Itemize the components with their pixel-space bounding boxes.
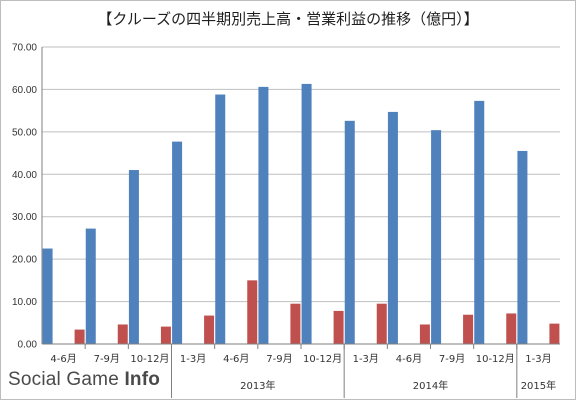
x-category-label: 10-12月 (476, 353, 515, 365)
chart-title: 【クルーズの四半期別売上高・営業利益の推移（億円）】 (97, 10, 479, 28)
red-bar (506, 313, 517, 344)
x-axis-category-labels: 4-6月 7-9月 10-12月 1-3月 4-6月 7-9月 10-12月 1-3月 4-6月… (50, 353, 551, 365)
blue-bar (85, 228, 96, 344)
red-bar (376, 303, 387, 344)
red-bar (160, 326, 171, 344)
blue-bar (474, 100, 485, 345)
y-tick-label: 40.00 (12, 170, 37, 181)
red-bar (549, 323, 560, 344)
red-bar (74, 329, 85, 344)
year-group-label: 2013年 (240, 379, 275, 392)
y-tick-label: 30.00 (12, 212, 37, 223)
red-bar (204, 315, 215, 344)
blue-bar (258, 86, 269, 344)
x-category-label: 10-12月 (303, 353, 342, 365)
blue-bar (517, 150, 528, 344)
x-category-label: 7-9月 (439, 353, 465, 365)
x-category-label: 1-3月 (180, 353, 206, 365)
red-bar (419, 324, 430, 344)
blue-bar (42, 248, 53, 344)
watermark-info: Info (124, 369, 161, 390)
red-bar (333, 310, 344, 344)
y-tick-label: 60.00 (12, 85, 37, 96)
social-game-info-watermark: Social Game Info (8, 369, 160, 391)
y-axis-tick-labels: 0.00 10.00 20.00 30.00 40.00 50.00 60.00 70.00 (12, 43, 37, 351)
blue-bar (387, 111, 398, 344)
red-bar (463, 314, 474, 344)
y-tick-label: 50.00 (12, 127, 37, 138)
x-axis-year-groups: 2013年 2014年 2015年 (171, 344, 556, 398)
x-category-label: 4-6月 (50, 353, 76, 365)
x-category-label: 4-6月 (396, 353, 422, 365)
y-tick-label: 10.00 (12, 297, 37, 308)
red-bar (117, 324, 128, 344)
x-category-label: 1-3月 (353, 353, 379, 365)
red-bar (247, 280, 258, 344)
year-group-label: 2015年 (521, 379, 556, 392)
blue-bar (172, 141, 183, 344)
y-tick-label: 20.00 (12, 255, 37, 266)
x-category-label: 4-6月 (223, 353, 249, 365)
blue-bar (215, 94, 226, 345)
blue-bar (301, 83, 312, 345)
x-category-label: 1-3月 (525, 353, 551, 365)
watermark-social-game: Social Game (8, 369, 119, 390)
blue-bar (128, 170, 139, 344)
year-group-label: 2014年 (413, 379, 448, 392)
gridlines (42, 46, 560, 303)
red-bar (290, 303, 301, 344)
blue-bar (431, 130, 442, 344)
bars (42, 83, 560, 345)
x-category-label: 10-12月 (130, 353, 169, 365)
x-category-label: 7-9月 (94, 353, 120, 365)
x-category-label: 7-9月 (266, 353, 292, 365)
blue-bar (344, 120, 355, 344)
y-tick-label: 70.00 (12, 43, 37, 54)
y-tick-label: 0.00 (18, 340, 38, 351)
